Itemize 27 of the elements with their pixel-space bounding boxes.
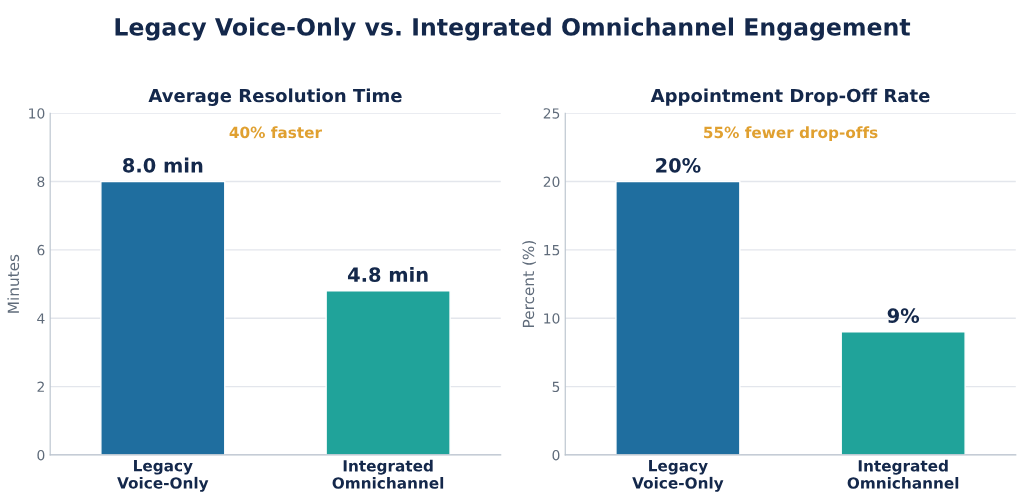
chart-title: Average Resolution Time <box>148 88 402 107</box>
y-axis-title: Percent (%) <box>522 241 536 327</box>
annotation: 40% faster <box>229 126 322 139</box>
y-tick-label: 10 <box>544 313 560 324</box>
data-label: 8.0 min <box>123 157 203 173</box>
y-tick-label: 4 <box>37 313 45 324</box>
x-tick-label: Integrated Omnichannel <box>847 459 959 489</box>
text: Legacy Voice-Only vs. Integrated Omnichannel Engagement <box>115 17 911 41</box>
x-tick-label: Legacy Voice-Only <box>632 460 724 492</box>
y-tick-label: 20 <box>543 176 560 188</box>
x-tick-label: Legacy Voice-Only <box>117 460 209 492</box>
y-tick-label: 5 <box>552 381 560 393</box>
chart-title: Appointment Drop-Off Rate <box>650 88 930 106</box>
y-tick-label: 2 <box>37 381 44 392</box>
y-tick-label: 15 <box>544 245 560 256</box>
y-tick-label: 6 <box>37 244 45 256</box>
x-tick-label: Integrated Omnichannel <box>332 459 444 489</box>
annotation: 55% fewer drop-offs <box>704 126 878 142</box>
y-tick-label: 8 <box>37 176 45 188</box>
y-tick-label: 0 <box>552 449 560 461</box>
y-axis-title: Minutes <box>7 254 20 313</box>
data-label: 4.8 min <box>347 266 428 283</box>
data-label: 9% <box>887 308 920 324</box>
y-tick-label: 0 <box>37 449 45 461</box>
data-label: 20% <box>656 157 701 173</box>
y-tick-label: 25 <box>543 108 560 119</box>
y-tick-label: 10 <box>29 108 45 119</box>
